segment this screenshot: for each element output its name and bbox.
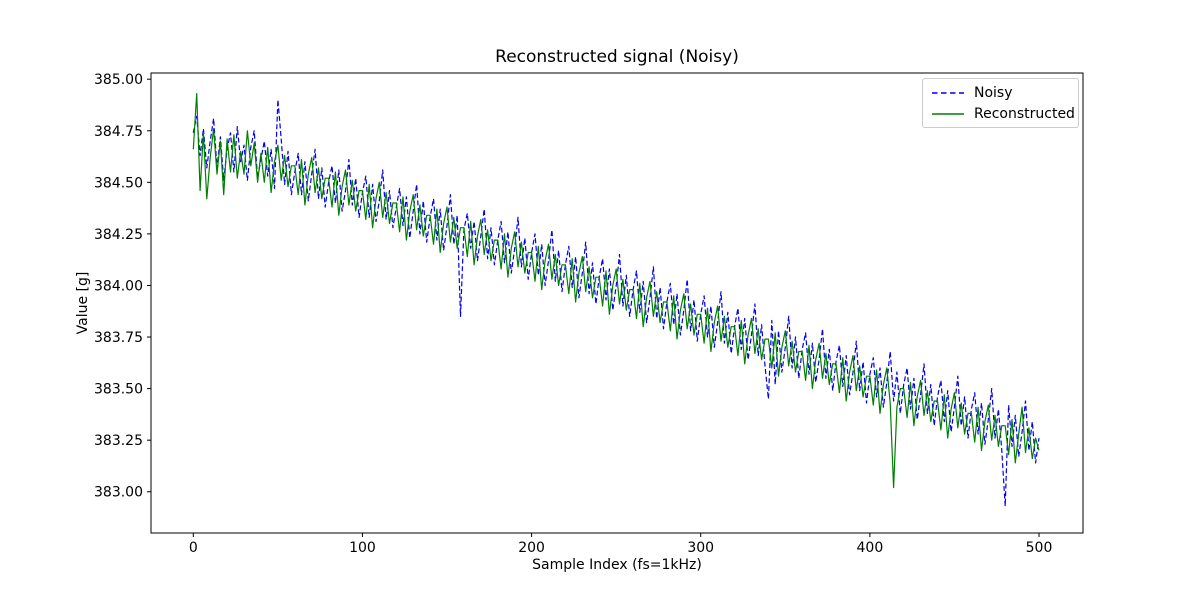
axes-frame [150,72,1084,534]
x-tick-label: 400 [857,540,884,556]
x-tick-label: 500 [1026,540,1053,556]
y-tick-label: 384.25 [94,227,143,243]
legend-item-noisy: Noisy [931,83,1070,103]
reconstructed-series-line [192,92,1040,489]
legend-item-reconstructed: Reconstructed [931,104,1075,124]
x-tick-label: 200 [518,540,545,556]
chart-title: Reconstructed signal (Noisy) [495,47,739,67]
noisy-series-line [192,99,1040,507]
legend-label-noisy: Noisy [974,84,1013,101]
y-tick-label: 383.00 [94,485,143,501]
legend: Noisy Reconstructed [922,78,1079,128]
legend-label-reconstructed: Reconstructed [974,105,1075,122]
x-tick-label: 300 [687,540,714,556]
y-tick-label: 383.75 [94,330,143,346]
y-tick-label: 383.50 [94,382,143,398]
y-tick-label: 384.50 [94,175,143,191]
noisy-line-sample [932,91,964,94]
x-tick-label: 0 [189,540,198,556]
y-tick-label: 385.00 [94,72,143,88]
x-tick-label: 100 [349,540,376,556]
x-axis-label: Sample Index (fs=1kHz) [532,557,702,573]
y-tick-label: 384.75 [94,124,143,140]
y-tick-label: 383.25 [94,433,143,449]
y-tick-label: 384.00 [94,278,143,294]
reconstructed-line-sample [932,112,964,115]
y-axis-label: Value [g] [75,271,91,335]
